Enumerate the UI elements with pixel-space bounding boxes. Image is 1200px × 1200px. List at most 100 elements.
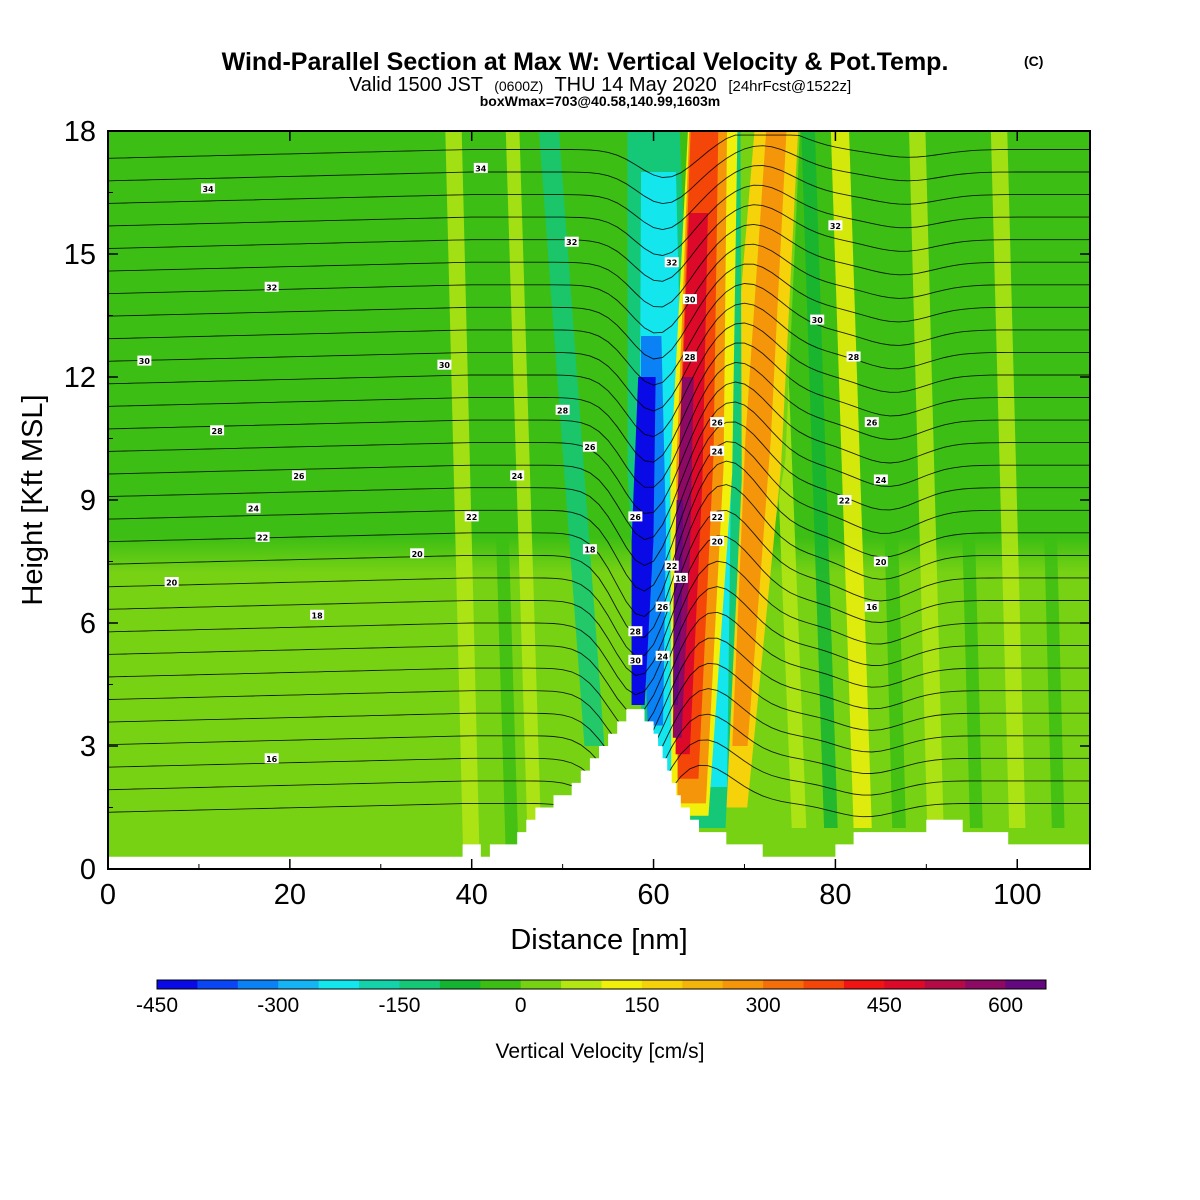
colorbar-swatch xyxy=(601,980,643,989)
theta-contour-line xyxy=(108,263,1090,360)
contour-label: 16 xyxy=(266,755,278,764)
colorbar-swatch xyxy=(561,980,602,989)
contour-label-box xyxy=(291,470,306,481)
theta-contour-line xyxy=(108,302,1090,412)
w-core-band xyxy=(631,377,656,705)
contour-label: 28 xyxy=(557,406,569,415)
forecast-info: [24hrFcst@1522z] xyxy=(728,78,851,95)
theta-contour-line xyxy=(108,342,1090,463)
theta-contour-line xyxy=(108,535,1090,676)
colorbar-frame xyxy=(156,979,1047,990)
contour-label-box xyxy=(464,511,479,522)
colorbar-swatch xyxy=(278,980,320,989)
colorbar-swatch xyxy=(965,980,1007,989)
contour-label: 16 xyxy=(866,603,878,612)
x-tick-label: 20 xyxy=(274,879,306,911)
contour-label: 22 xyxy=(712,513,723,522)
colorbar-swatch xyxy=(722,980,764,989)
contour-label-box xyxy=(628,654,643,665)
colorbar-swatch xyxy=(803,980,845,989)
x-tick-label: 100 xyxy=(993,879,1041,911)
colorbar-swatch xyxy=(399,980,441,989)
colorbar-swatch xyxy=(682,980,724,989)
colorbar-tick-label: -150 xyxy=(378,994,420,1017)
contour-label-box xyxy=(655,601,670,612)
contour-label: 24 xyxy=(512,472,524,481)
colorbar-swatch xyxy=(157,980,198,989)
contour-label-box xyxy=(437,359,452,370)
contour-label-box xyxy=(864,601,879,612)
colorbar-tick-label: -300 xyxy=(257,994,299,1017)
contour-label-box xyxy=(837,495,852,505)
contour-label: 32 xyxy=(566,238,577,247)
contour-label: 18 xyxy=(584,546,596,555)
colorbar-swatch xyxy=(439,980,481,989)
contour-label-box xyxy=(137,355,152,366)
contour-label: 30 xyxy=(139,357,151,366)
colorbar-swatch xyxy=(843,980,885,989)
contour-label: 26 xyxy=(712,419,724,428)
contour-label: 26 xyxy=(293,472,305,481)
colorbar-swatch xyxy=(359,980,400,989)
w-stripe xyxy=(830,131,872,828)
colorbar-swatch xyxy=(237,980,279,989)
vertical-velocity-bands xyxy=(445,131,1065,869)
contour-label-box xyxy=(628,626,643,637)
w-stripe xyxy=(505,131,543,869)
theta-contour-line xyxy=(108,223,1090,308)
contour-label: 34 xyxy=(475,164,487,173)
colorbar-swatch xyxy=(318,980,360,989)
w-stripe xyxy=(445,131,480,869)
x-tick-label: 40 xyxy=(456,879,488,911)
contour-label-box xyxy=(628,511,643,522)
y-tick-label: 6 xyxy=(80,608,96,640)
contour-label: 30 xyxy=(630,656,642,665)
box-info: boxWmax=703@40.58,140.99,1603m xyxy=(480,93,721,109)
colorbar-tick-label: 150 xyxy=(624,994,659,1017)
contour-label: 22 xyxy=(839,497,850,506)
x-tick-label: 0 xyxy=(100,879,116,911)
contour-label-box xyxy=(664,257,679,268)
theta-contour-line xyxy=(108,361,1090,488)
contour-label-box xyxy=(210,425,225,436)
contour-label-box xyxy=(510,470,525,481)
contour-label-box xyxy=(710,445,725,456)
colorbar-swatch xyxy=(1005,980,1047,989)
contour-label: 20 xyxy=(412,550,424,559)
contour-label: 20 xyxy=(166,579,178,588)
contour-label: 18 xyxy=(675,574,687,583)
y-tick-label: 0 xyxy=(80,854,96,886)
contour-label-box xyxy=(582,544,597,555)
colorbar-tick-label: -450 xyxy=(136,994,178,1017)
contour-label: 32 xyxy=(266,283,277,292)
x-tick-label: 60 xyxy=(637,879,669,911)
theta-contour-line xyxy=(108,204,1090,282)
copyright-mark: (C) xyxy=(1024,53,1043,69)
contour-label: 28 xyxy=(212,427,224,436)
colorbar-swatch xyxy=(641,980,683,989)
theta-contour-line xyxy=(108,421,1090,567)
contour-label-box xyxy=(682,351,697,362)
contour-label-box xyxy=(473,162,488,173)
theta-contour-line xyxy=(108,637,1090,752)
contour-label-box xyxy=(682,294,697,305)
chart-title: Wind-Parallel Section at Max W: Vertical… xyxy=(222,48,949,76)
contour-label-box xyxy=(873,474,888,485)
contour-label-box xyxy=(264,753,279,764)
theta-contour-line xyxy=(108,283,1090,386)
valid-date: THU 14 May 2020 xyxy=(554,74,716,96)
x-axis-label: Distance [nm] xyxy=(510,924,687,956)
y-tick-label: 3 xyxy=(80,731,96,763)
contour-label-box xyxy=(810,314,825,325)
theta-contour-line xyxy=(108,441,1090,592)
contour-label-box xyxy=(655,650,670,661)
contour-label: 30 xyxy=(439,361,451,370)
contour-label-box xyxy=(255,531,270,542)
contour-label: 18 xyxy=(312,611,324,620)
theta-contour-line xyxy=(108,134,1090,178)
contour-label-box xyxy=(264,281,279,292)
contour-label-box xyxy=(164,577,179,587)
contour-label: 24 xyxy=(248,505,260,514)
contour-label: 20 xyxy=(875,558,887,567)
w-stripe xyxy=(951,131,983,828)
